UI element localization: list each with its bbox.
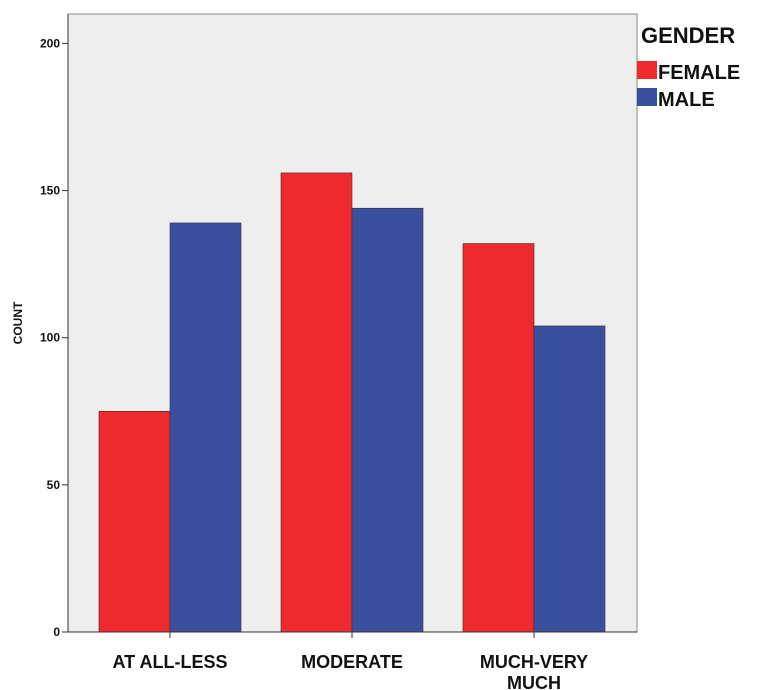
bar-male [351,207,424,633]
x-category-label: AT ALL-LESS [113,652,228,672]
bar-male [169,222,242,633]
y-tick-label: 150 [40,184,60,198]
y-tick-label: 100 [40,331,60,345]
legend-label-female: FEMALE [658,62,740,84]
x-category-label: MODERATE [301,652,403,672]
legend-title: GENDER [641,23,735,48]
legend-label-male: MALE [658,89,715,111]
bars-layer [98,172,606,633]
y-tick-label: 50 [47,478,61,492]
legend-swatch-male [637,88,657,106]
y-tick-label: 0 [53,625,60,639]
legend: GENDER FEMALE MALE [637,23,740,111]
x-category-label: MUCH-VERY [480,652,588,672]
bar-female [280,172,353,633]
legend-swatch-female [637,61,657,79]
y-ticks-layer: 0 50 100 150 200 [40,36,68,639]
bar-female [462,243,535,633]
y-axis-title: COUNT [11,301,25,344]
bar-female [98,410,171,633]
x-category-label: MUCH [507,673,561,690]
y-tick-label: 200 [40,36,60,50]
bar-male [533,325,606,633]
